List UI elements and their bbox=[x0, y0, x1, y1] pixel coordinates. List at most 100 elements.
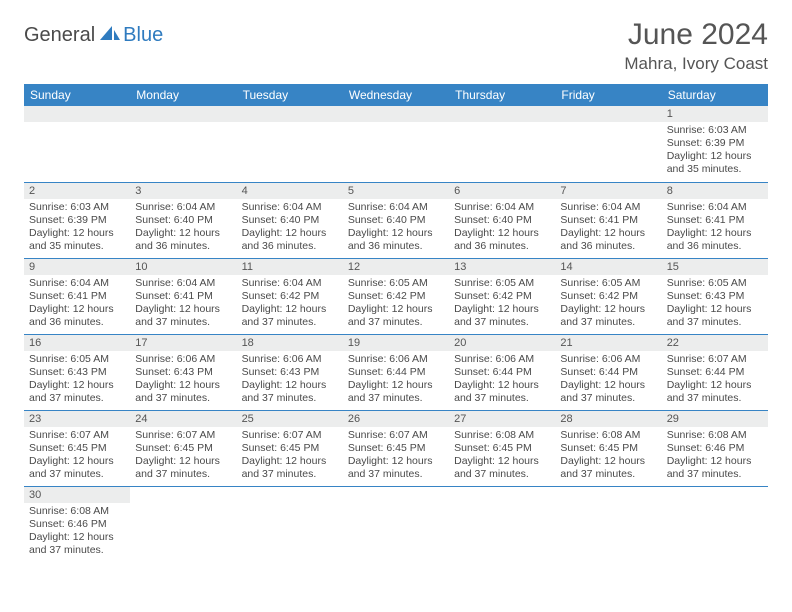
day-d1: Daylight: 12 hours bbox=[135, 303, 231, 316]
day-d2: and 37 minutes. bbox=[560, 392, 656, 405]
weekday-header: Sunday bbox=[24, 84, 130, 106]
day-number: 4 bbox=[237, 183, 343, 199]
day-ss: Sunset: 6:46 PM bbox=[667, 442, 763, 455]
day-details: Sunrise: 6:04 AMSunset: 6:41 PMDaylight:… bbox=[130, 275, 236, 334]
day-d2: and 37 minutes. bbox=[667, 316, 763, 329]
day-ss: Sunset: 6:40 PM bbox=[135, 214, 231, 227]
weekday-header: Tuesday bbox=[237, 84, 343, 106]
day-ss: Sunset: 6:40 PM bbox=[242, 214, 338, 227]
day-ss: Sunset: 6:45 PM bbox=[29, 442, 125, 455]
day-sr: Sunrise: 6:04 AM bbox=[242, 277, 338, 290]
calendar-cell: 24Sunrise: 6:07 AMSunset: 6:45 PMDayligh… bbox=[130, 410, 236, 486]
day-sr: Sunrise: 6:03 AM bbox=[29, 201, 125, 214]
day-number: 30 bbox=[24, 487, 130, 503]
day-ss: Sunset: 6:39 PM bbox=[29, 214, 125, 227]
page-title: June 2024 bbox=[624, 18, 768, 52]
day-d2: and 37 minutes. bbox=[667, 392, 763, 405]
day-ss: Sunset: 6:41 PM bbox=[29, 290, 125, 303]
day-d1: Daylight: 12 hours bbox=[560, 227, 656, 240]
day-number: 29 bbox=[662, 411, 768, 427]
day-details: Sunrise: 6:04 AMSunset: 6:41 PMDaylight:… bbox=[555, 199, 661, 258]
calendar-cell: 5Sunrise: 6:04 AMSunset: 6:40 PMDaylight… bbox=[343, 182, 449, 258]
day-ss: Sunset: 6:45 PM bbox=[560, 442, 656, 455]
day-ss: Sunset: 6:40 PM bbox=[348, 214, 444, 227]
day-d1: Daylight: 12 hours bbox=[454, 227, 550, 240]
day-sr: Sunrise: 6:07 AM bbox=[29, 429, 125, 442]
day-d2: and 37 minutes. bbox=[135, 392, 231, 405]
day-d2: and 36 minutes. bbox=[454, 240, 550, 253]
day-d1: Daylight: 12 hours bbox=[29, 531, 125, 544]
day-details: Sunrise: 6:04 AMSunset: 6:41 PMDaylight:… bbox=[662, 199, 768, 258]
day-d1: Daylight: 12 hours bbox=[560, 303, 656, 316]
day-d1: Daylight: 12 hours bbox=[454, 455, 550, 468]
day-ss: Sunset: 6:45 PM bbox=[348, 442, 444, 455]
day-sr: Sunrise: 6:06 AM bbox=[454, 353, 550, 366]
day-number: 21 bbox=[555, 335, 661, 351]
day-ss: Sunset: 6:44 PM bbox=[348, 366, 444, 379]
day-d1: Daylight: 12 hours bbox=[667, 303, 763, 316]
day-sr: Sunrise: 6:06 AM bbox=[242, 353, 338, 366]
calendar-cell: 17Sunrise: 6:06 AMSunset: 6:43 PMDayligh… bbox=[130, 334, 236, 410]
title-block: June 2024 Mahra, Ivory Coast bbox=[624, 18, 768, 74]
day-details: Sunrise: 6:07 AMSunset: 6:44 PMDaylight:… bbox=[662, 351, 768, 410]
calendar-cell: 16Sunrise: 6:05 AMSunset: 6:43 PMDayligh… bbox=[24, 334, 130, 410]
day-details: Sunrise: 6:06 AMSunset: 6:44 PMDaylight:… bbox=[555, 351, 661, 410]
day-d2: and 36 minutes. bbox=[135, 240, 231, 253]
day-details: Sunrise: 6:05 AMSunset: 6:42 PMDaylight:… bbox=[449, 275, 555, 334]
day-d2: and 37 minutes. bbox=[29, 544, 125, 557]
day-number: 11 bbox=[237, 259, 343, 275]
day-d2: and 35 minutes. bbox=[29, 240, 125, 253]
calendar-cell: 21Sunrise: 6:06 AMSunset: 6:44 PMDayligh… bbox=[555, 334, 661, 410]
day-d2: and 37 minutes. bbox=[242, 316, 338, 329]
day-number: 14 bbox=[555, 259, 661, 275]
day-ss: Sunset: 6:45 PM bbox=[454, 442, 550, 455]
day-details: Sunrise: 6:06 AMSunset: 6:44 PMDaylight:… bbox=[449, 351, 555, 410]
day-d2: and 37 minutes. bbox=[454, 392, 550, 405]
calendar-cell: 4Sunrise: 6:04 AMSunset: 6:40 PMDaylight… bbox=[237, 182, 343, 258]
day-details: Sunrise: 6:03 AMSunset: 6:39 PMDaylight:… bbox=[662, 122, 768, 181]
day-d2: and 35 minutes. bbox=[667, 163, 763, 176]
calendar-cell: 22Sunrise: 6:07 AMSunset: 6:44 PMDayligh… bbox=[662, 334, 768, 410]
calendar-cell: 6Sunrise: 6:04 AMSunset: 6:40 PMDaylight… bbox=[449, 182, 555, 258]
day-number: 2 bbox=[24, 183, 130, 199]
day-sr: Sunrise: 6:08 AM bbox=[29, 505, 125, 518]
day-sr: Sunrise: 6:07 AM bbox=[667, 353, 763, 366]
day-ss: Sunset: 6:41 PM bbox=[560, 214, 656, 227]
calendar-cell: 26Sunrise: 6:07 AMSunset: 6:45 PMDayligh… bbox=[343, 410, 449, 486]
day-sr: Sunrise: 6:08 AM bbox=[560, 429, 656, 442]
calendar-cell bbox=[449, 486, 555, 562]
day-d2: and 37 minutes. bbox=[135, 468, 231, 481]
day-number: 26 bbox=[343, 411, 449, 427]
day-d1: Daylight: 12 hours bbox=[29, 303, 125, 316]
day-d1: Daylight: 12 hours bbox=[454, 303, 550, 316]
day-number: 27 bbox=[449, 411, 555, 427]
day-sr: Sunrise: 6:04 AM bbox=[135, 201, 231, 214]
calendar-week-row: 9Sunrise: 6:04 AMSunset: 6:41 PMDaylight… bbox=[24, 258, 768, 334]
day-ss: Sunset: 6:39 PM bbox=[667, 137, 763, 150]
logo: General Blue bbox=[24, 18, 163, 47]
day-sr: Sunrise: 6:07 AM bbox=[135, 429, 231, 442]
calendar-cell: 23Sunrise: 6:07 AMSunset: 6:45 PMDayligh… bbox=[24, 410, 130, 486]
day-details: Sunrise: 6:03 AMSunset: 6:39 PMDaylight:… bbox=[24, 199, 130, 258]
day-d1: Daylight: 12 hours bbox=[560, 455, 656, 468]
day-sr: Sunrise: 6:06 AM bbox=[560, 353, 656, 366]
calendar-cell: 3Sunrise: 6:04 AMSunset: 6:40 PMDaylight… bbox=[130, 182, 236, 258]
day-sr: Sunrise: 6:04 AM bbox=[29, 277, 125, 290]
day-d1: Daylight: 12 hours bbox=[135, 227, 231, 240]
day-details: Sunrise: 6:04 AMSunset: 6:40 PMDaylight:… bbox=[237, 199, 343, 258]
day-ss: Sunset: 6:45 PM bbox=[135, 442, 231, 455]
day-details: Sunrise: 6:04 AMSunset: 6:40 PMDaylight:… bbox=[343, 199, 449, 258]
day-number-empty bbox=[343, 106, 449, 122]
day-d2: and 37 minutes. bbox=[667, 468, 763, 481]
day-d1: Daylight: 12 hours bbox=[667, 455, 763, 468]
day-d1: Daylight: 12 hours bbox=[348, 303, 444, 316]
day-sr: Sunrise: 6:08 AM bbox=[454, 429, 550, 442]
calendar-cell: 8Sunrise: 6:04 AMSunset: 6:41 PMDaylight… bbox=[662, 182, 768, 258]
day-d1: Daylight: 12 hours bbox=[560, 379, 656, 392]
weekday-header: Thursday bbox=[449, 84, 555, 106]
calendar-cell: 1Sunrise: 6:03 AMSunset: 6:39 PMDaylight… bbox=[662, 106, 768, 182]
day-details: Sunrise: 6:04 AMSunset: 6:40 PMDaylight:… bbox=[130, 199, 236, 258]
weekday-header-row: Sunday Monday Tuesday Wednesday Thursday… bbox=[24, 84, 768, 106]
day-sr: Sunrise: 6:04 AM bbox=[135, 277, 231, 290]
day-sr: Sunrise: 6:04 AM bbox=[667, 201, 763, 214]
